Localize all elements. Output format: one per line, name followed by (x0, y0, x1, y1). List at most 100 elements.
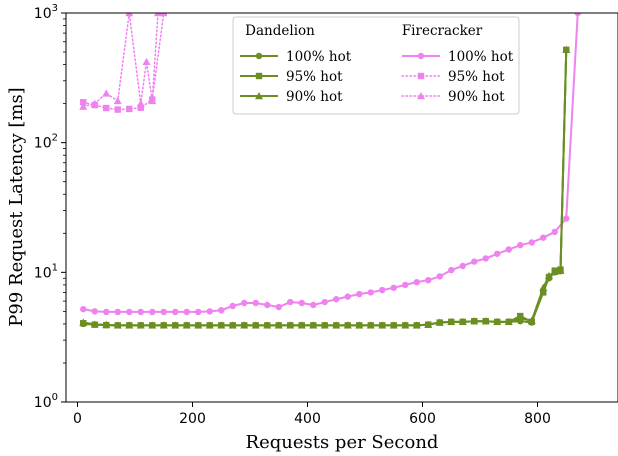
data-point (556, 266, 565, 274)
data-point (286, 321, 295, 329)
data-point (504, 317, 513, 326)
data-point (90, 320, 99, 328)
data-point (287, 298, 294, 306)
data-point (113, 96, 122, 105)
data-point (142, 57, 151, 66)
data-point (125, 321, 134, 329)
data-point (459, 262, 466, 270)
series-dandelion-90pct-hot (79, 45, 571, 329)
data-point (435, 318, 444, 326)
data-point (574, 13, 581, 17)
x-tick-label: 800 (524, 411, 551, 427)
data-point (343, 321, 352, 329)
data-point (149, 308, 156, 316)
data-point (80, 305, 87, 313)
data-point (113, 321, 122, 329)
data-point (240, 321, 249, 329)
data-point (91, 308, 98, 315)
data-point (79, 102, 88, 110)
legend-frame (232, 16, 520, 115)
data-point (136, 321, 145, 329)
data-point (470, 317, 479, 325)
data-point (401, 321, 410, 329)
x-axis-title: Requests per Second (246, 432, 439, 453)
data-point (320, 321, 329, 329)
data-point (545, 271, 553, 280)
data-point (264, 301, 271, 309)
data-point (528, 239, 535, 246)
data-point (356, 290, 363, 298)
legend: Dandelion Firecracker 100% hot 95% hot 9… (232, 16, 520, 115)
series-layer (79, 13, 581, 329)
data-point (103, 104, 110, 112)
axes-layer: 0 200 400 600 800 100 101 102 103 (34, 3, 551, 427)
data-point (458, 317, 467, 326)
legend-marker-dandelion-95pct-hot (255, 72, 263, 80)
data-point (102, 320, 111, 329)
data-point (355, 321, 364, 329)
legend-label-firecracker-90: 90% hot (448, 89, 505, 105)
legend-label-firecracker-100: 100% hot (448, 49, 514, 65)
data-point (136, 99, 145, 107)
data-point (126, 308, 133, 316)
data-point (137, 104, 144, 111)
data-point (148, 96, 157, 105)
data-point (103, 308, 110, 316)
data-point (79, 318, 88, 326)
data-point (481, 317, 490, 325)
legend-title-dandelion: Dandelion (245, 23, 315, 39)
data-point (274, 321, 283, 329)
data-point (172, 308, 179, 316)
data-point (114, 106, 121, 113)
legend-marker-firecracker-95pct-hot (417, 72, 425, 80)
data-point (367, 289, 374, 296)
data-point (309, 321, 318, 329)
data-point (551, 228, 558, 236)
data-point (148, 321, 157, 329)
data-point (241, 299, 248, 307)
data-point (321, 298, 328, 306)
data-point (366, 321, 375, 329)
data-point (159, 321, 168, 329)
y-tick-label: 103 (34, 3, 58, 22)
data-point (424, 320, 433, 328)
legend-label-dandelion-100: 100% hot (286, 49, 352, 65)
data-point (205, 321, 214, 329)
data-point (218, 307, 225, 314)
x-tick-label: 600 (409, 411, 436, 427)
data-point (539, 283, 548, 291)
data-point (137, 308, 144, 316)
data-point (298, 299, 305, 307)
data-point (482, 255, 489, 262)
data-point (389, 321, 398, 329)
data-point (297, 321, 306, 329)
data-point (160, 308, 167, 316)
data-point (332, 321, 341, 329)
data-point (494, 250, 501, 257)
legend-marker-dandelion-90pct-hot (255, 92, 263, 100)
data-point (275, 303, 282, 311)
y-tick-label: 102 (34, 133, 58, 152)
data-point (114, 308, 121, 316)
data-point (90, 99, 99, 107)
data-point (171, 321, 180, 329)
data-point (228, 321, 237, 329)
legend-marker-dandelion-100pct-hot (255, 52, 263, 60)
data-point (344, 293, 351, 300)
data-point (378, 321, 387, 329)
data-point (160, 13, 167, 17)
data-point (540, 289, 547, 296)
data-point (413, 278, 420, 286)
data-point (310, 301, 317, 309)
x-tick-label: 400 (294, 411, 321, 427)
data-point (194, 321, 203, 329)
legend-marker-firecracker-90pct-hot (417, 92, 425, 100)
legend-label-dandelion-90: 90% hot (286, 89, 343, 105)
data-point (412, 321, 421, 329)
data-point (217, 321, 226, 329)
data-point (102, 89, 111, 97)
data-point (425, 276, 432, 284)
data-point (540, 234, 547, 241)
data-point (448, 266, 455, 274)
